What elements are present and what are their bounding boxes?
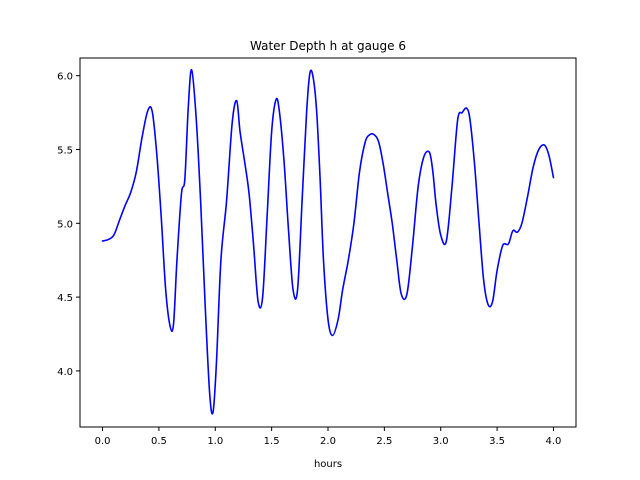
y-tick-label: 6.0 xyxy=(57,72,73,83)
x-tick-label: 2.5 xyxy=(376,436,392,447)
x-tick-label: 1.5 xyxy=(264,436,280,447)
x-tick-label: 4.0 xyxy=(546,436,562,447)
y-tick-label: 5.5 xyxy=(57,146,73,157)
y-tick-label: 4.5 xyxy=(57,293,73,304)
y-tick-label: 4.0 xyxy=(57,367,73,378)
x-tick-label: 0.5 xyxy=(151,436,167,447)
chart-title: Water Depth h at gauge 6 xyxy=(250,39,406,53)
series-line-0 xyxy=(101,69,555,415)
x-tick-label: 3.5 xyxy=(489,436,505,447)
x-axis-label: hours xyxy=(314,459,342,470)
x-tick-label: 2.0 xyxy=(320,436,336,447)
x-tick-label: 0.0 xyxy=(95,436,111,447)
y-tick-label: 5.0 xyxy=(57,219,73,230)
x-tick-label: 3.0 xyxy=(433,436,449,447)
x-tick-label: 1.0 xyxy=(207,436,223,447)
